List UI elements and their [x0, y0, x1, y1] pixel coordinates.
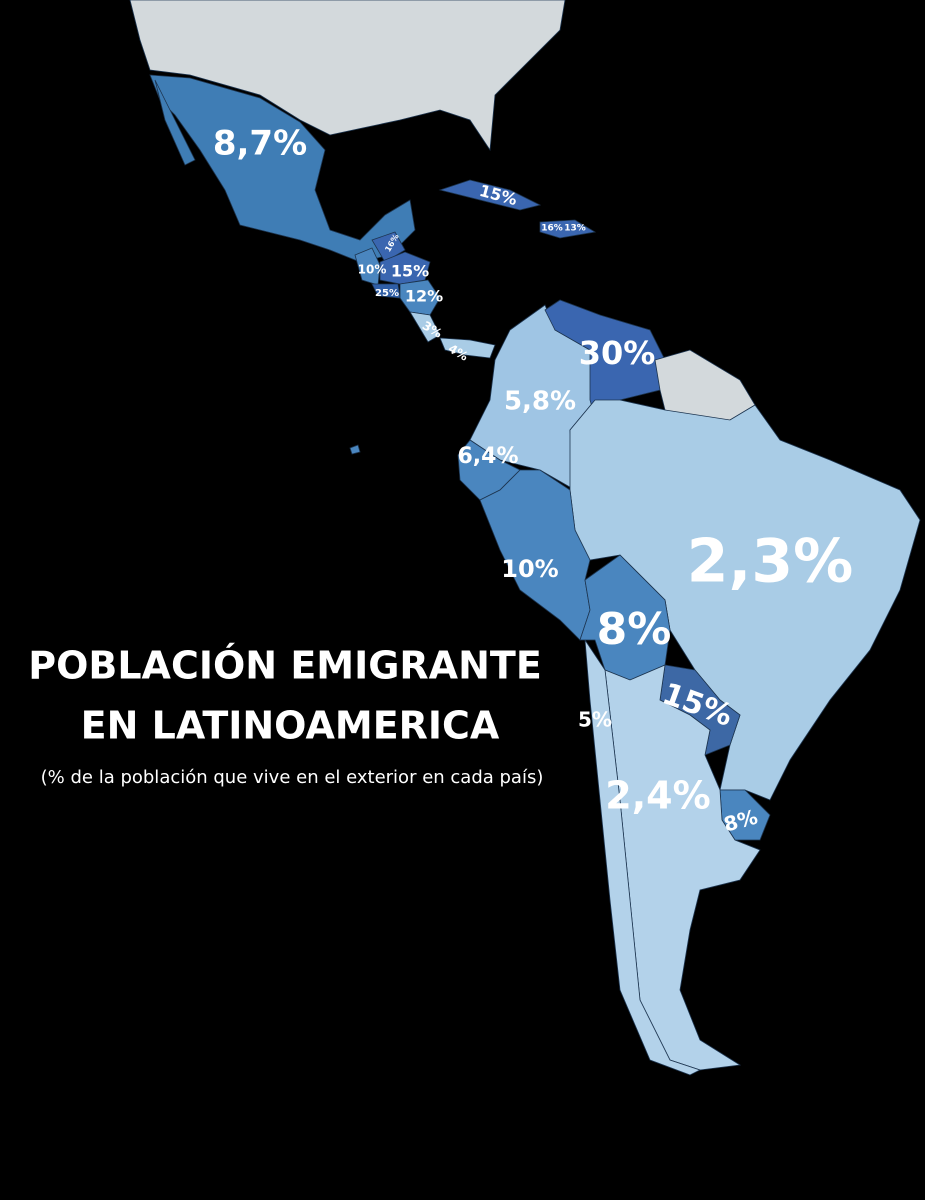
subtitle: (% de la población que vive en el exteri…	[41, 767, 544, 788]
country-label: 8,7%	[213, 124, 307, 164]
hispaniola	[539, 219, 597, 239]
galapagos	[349, 444, 361, 455]
chile	[584, 639, 702, 1076]
cuba	[438, 179, 542, 211]
country-label: 15%	[391, 262, 429, 281]
country-label: 13%	[564, 224, 586, 234]
baja-california	[154, 79, 196, 166]
country-label: 10%	[358, 263, 387, 277]
panama	[439, 337, 496, 359]
country-label: 12%	[405, 287, 443, 306]
title-line: EN LATINOAMERICA	[81, 704, 500, 748]
country-label: 2,3%	[687, 527, 853, 597]
country-label: 25%	[375, 288, 399, 299]
venezuela	[544, 299, 666, 437]
country-label: 8%	[597, 604, 672, 655]
mexico	[149, 74, 416, 263]
country-label: 30%	[579, 334, 656, 372]
belize	[371, 231, 406, 263]
country-label: 5%	[578, 708, 612, 732]
north-america	[129, 0, 566, 152]
title-line: POBLACIÓN EMIGRANTE	[28, 644, 542, 688]
honduras	[379, 251, 431, 285]
costa-rica	[409, 311, 441, 343]
peru	[479, 469, 591, 641]
country-label: 2,4%	[605, 774, 710, 818]
country-label: 16%	[541, 224, 563, 234]
country-label: 10%	[501, 555, 558, 583]
guatemala	[354, 247, 381, 286]
country-label: 5,8%	[504, 387, 576, 417]
country-label: 6,4%	[457, 444, 518, 469]
